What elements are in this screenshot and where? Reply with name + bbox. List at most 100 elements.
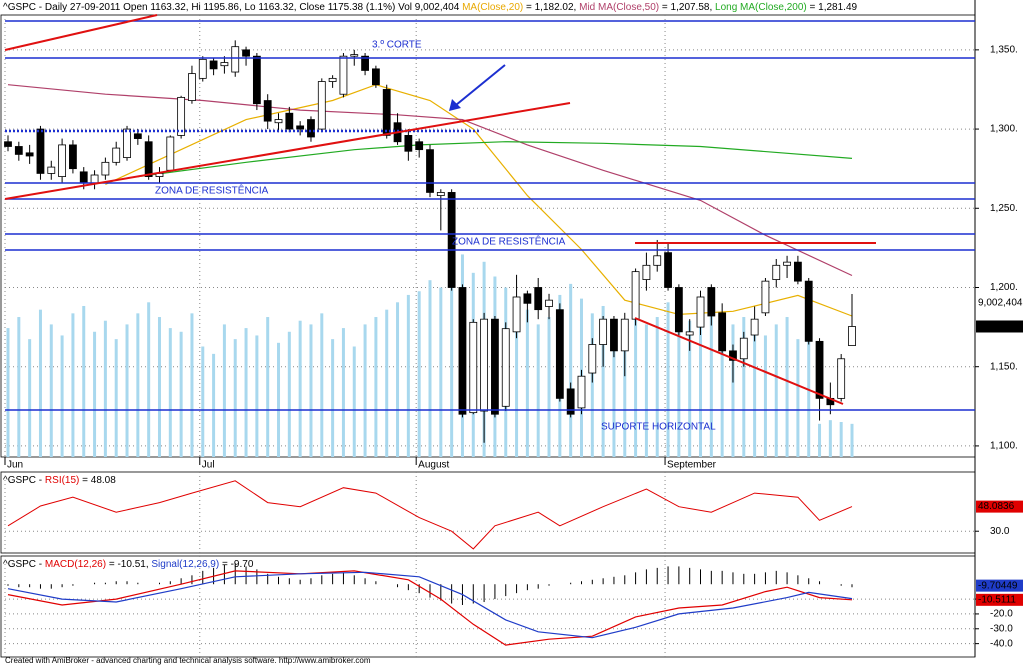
volume-bar <box>569 283 573 457</box>
value-box-label: 1,175.38 <box>978 321 1017 332</box>
volume-bar <box>699 313 703 457</box>
label-part: MA(Close,20) <box>462 2 523 13</box>
volume-bar <box>634 313 638 457</box>
volume-bar <box>731 324 735 457</box>
candle-body <box>285 112 294 130</box>
volume-bar <box>190 313 194 457</box>
candle-body <box>307 119 315 138</box>
volume-bar <box>168 328 172 457</box>
x-tick-label: September <box>667 460 717 471</box>
volume-bar <box>666 302 670 457</box>
label-part: = 1,182.02, <box>523 2 579 13</box>
moving-average <box>7 84 853 277</box>
label-part: = 48.08 <box>79 475 116 486</box>
candle-body <box>36 128 45 174</box>
y-tick-label: -30.0 <box>990 623 1013 634</box>
candle-body <box>350 54 359 57</box>
candle-body <box>371 68 380 86</box>
candle-body <box>274 119 283 124</box>
candle-body <box>664 252 672 288</box>
volume-bar <box>818 423 822 457</box>
candle-body <box>177 96 186 136</box>
x-tick-label: August <box>418 460 449 471</box>
volume-bar <box>179 331 183 457</box>
volume-bar <box>114 339 118 457</box>
arrow <box>455 64 506 106</box>
volume-bar <box>525 309 529 457</box>
volume-bar <box>352 346 356 457</box>
label-part: = -10.51, <box>106 559 151 570</box>
trend-line <box>634 317 844 405</box>
volume-bar <box>287 331 291 457</box>
candle-body <box>112 147 121 163</box>
volume-bar <box>6 328 10 457</box>
candle-body <box>653 255 662 266</box>
candle-body <box>707 287 716 317</box>
candle-body <box>90 174 99 184</box>
candle-body <box>198 58 207 79</box>
volume-bar <box>688 320 692 457</box>
panel-label: ^GSPC - Daily 27-09-2011 Open 1163.32, H… <box>3 2 858 13</box>
candle-body <box>220 62 229 67</box>
volume-bar <box>450 265 454 457</box>
volume-bar <box>17 317 21 457</box>
moving-average <box>105 84 853 317</box>
volume-bar <box>828 420 832 457</box>
annotation: SUPORTE HORIZONTAL <box>601 422 716 433</box>
volume-bar <box>720 331 724 457</box>
candle-body <box>328 77 337 82</box>
y-tick-label: 1,350. <box>990 44 1018 55</box>
candle-body <box>58 144 67 177</box>
candle-body <box>566 388 575 415</box>
candle-body <box>404 135 413 152</box>
volume-bar <box>341 328 345 457</box>
volume-bar <box>60 335 64 457</box>
volume-bar <box>277 342 281 457</box>
annotation: ZONA DE RESISTÊNCIA <box>155 184 269 197</box>
volume-bar <box>655 317 659 457</box>
label-part: RSI(15) <box>45 475 79 486</box>
y-tick-label: 1,150. <box>990 361 1018 372</box>
candle-body <box>436 192 445 197</box>
volume-bar <box>49 324 53 457</box>
value-box-label: -10.5111 <box>978 594 1016 605</box>
volume-bar <box>320 313 324 457</box>
candle-body <box>783 261 791 266</box>
annotation: ZONA DE RESISTÊNCIA <box>452 235 566 248</box>
candle-body <box>642 264 651 280</box>
label-part: = 1,207.58, <box>659 2 715 13</box>
volume-bar <box>515 302 519 457</box>
moving-average <box>137 141 853 178</box>
volume-bar <box>298 320 302 457</box>
volume-bar <box>103 320 107 457</box>
candle-body <box>263 100 272 122</box>
candle-body <box>815 340 824 399</box>
candle-body <box>739 337 748 360</box>
candle-body <box>761 280 770 314</box>
volume-bar <box>331 339 335 457</box>
x-tick-label: Jul <box>202 460 215 471</box>
value-box <box>976 500 1023 513</box>
y-tick-label: 1,200. <box>990 282 1018 293</box>
volume-bar <box>233 339 237 457</box>
candle-body <box>79 171 88 184</box>
annotations: 3.º CORTE ZONA DE RESISTÊNCIA ZONA DE RE… <box>4 14 975 433</box>
volume-bar <box>677 328 681 457</box>
volume-bar <box>309 324 313 457</box>
candle-body <box>772 264 781 280</box>
label-part: Long MA(Close,200) <box>715 2 807 13</box>
footer: Created with AmiBroker - advanced charti… <box>5 656 371 665</box>
rsi-line <box>7 480 853 550</box>
volume-bar <box>763 335 767 457</box>
annotation: 3.º CORTE <box>372 40 422 51</box>
value-box <box>976 297 1023 309</box>
candle-body <box>804 280 813 342</box>
label-part: MACD(12,26) <box>45 559 106 570</box>
candle-body <box>252 55 261 105</box>
volume-bar <box>222 324 226 457</box>
candle-body <box>610 318 618 352</box>
candle-body <box>47 166 56 174</box>
label-part: = -9.70 <box>219 559 254 570</box>
volume-bar <box>742 317 746 457</box>
